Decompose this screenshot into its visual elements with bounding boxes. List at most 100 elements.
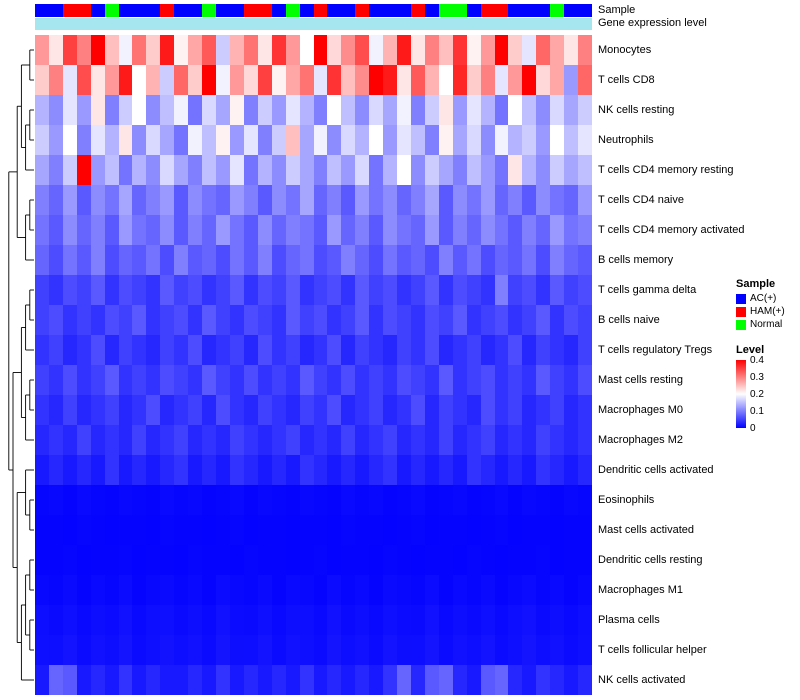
heatmap-cell (508, 455, 523, 485)
heatmap-cell (550, 245, 565, 275)
heatmap-cell (369, 305, 384, 335)
heatmap-cell (313, 245, 328, 275)
heatmap-cell (313, 665, 328, 695)
sample-annotation-cell (466, 4, 481, 17)
heatmap-cell (424, 485, 439, 515)
heatmap-cell (76, 575, 91, 605)
sample-annotation-cell (383, 4, 398, 17)
heatmap-cell (188, 125, 203, 155)
sample-legend-item: AC(+) (736, 293, 800, 304)
heatmap-cell (369, 395, 384, 425)
heatmap-cell (174, 185, 189, 215)
heatmap-cell (132, 485, 147, 515)
heatmap-cell (508, 35, 523, 65)
heatmap-cell (48, 335, 63, 365)
sample-annotation-cell (257, 4, 272, 17)
row-label: NK cells resting (598, 104, 675, 116)
heatmap-cell (188, 305, 203, 335)
heatmap-cell (285, 635, 300, 665)
heatmap-cell (90, 455, 105, 485)
heatmap-cell (118, 515, 133, 545)
heatmap-cell (285, 485, 300, 515)
heatmap-cell (494, 425, 509, 455)
heatmap-cell (466, 455, 481, 485)
heatmap-cell (452, 275, 467, 305)
heatmap-cell (104, 635, 119, 665)
heatmap-cell (132, 605, 147, 635)
row-label: Mast cells resting (598, 374, 683, 386)
heatmap-cell (369, 185, 384, 215)
heatmap-cell (522, 185, 537, 215)
heatmap-cell (578, 575, 592, 605)
heatmap-cell (104, 545, 119, 575)
heatmap-cell (90, 125, 105, 155)
heatmap-cell (76, 605, 91, 635)
heatmap-cell (522, 275, 537, 305)
heatmap-cell (202, 275, 217, 305)
heatmap-cell (243, 365, 258, 395)
heatmap-cell (160, 545, 175, 575)
heatmap-cell (424, 245, 439, 275)
heatmap-cell (410, 95, 425, 125)
sample-annotation-cell (397, 4, 411, 17)
heatmap-cell (397, 365, 411, 395)
heatmap-cell (313, 365, 328, 395)
heatmap-cell (132, 275, 147, 305)
heatmap-cell (494, 125, 509, 155)
sample-annotation-cell (327, 4, 342, 17)
heatmap-cell (564, 425, 579, 455)
heatmap-cell (327, 635, 342, 665)
heatmap-cell (383, 155, 398, 185)
sample-annotation-cell (243, 4, 258, 17)
heatmap-cell (174, 425, 189, 455)
heatmap-cell (132, 125, 147, 155)
heatmap-cell (550, 275, 565, 305)
heatmap-cell (76, 395, 91, 425)
heatmap-cell (229, 275, 244, 305)
heatmap-cell (257, 155, 272, 185)
heatmap-cell (466, 665, 481, 695)
sample-annotation-cell (341, 4, 356, 17)
sample-annotation-cell (508, 4, 523, 17)
heatmap-cell (410, 455, 425, 485)
heatmap-cell (578, 185, 592, 215)
heatmap-cell (257, 575, 272, 605)
heatmap-cell (438, 215, 453, 245)
heatmap-cell (146, 665, 161, 695)
heatmap-cell (48, 185, 63, 215)
heatmap-cell (550, 635, 565, 665)
heatmap-cell (90, 515, 105, 545)
heatmap-cell (397, 185, 411, 215)
heatmap-cell (90, 305, 105, 335)
heatmap-cell (118, 305, 133, 335)
heatmap-cell (480, 275, 495, 305)
heatmap-cell (285, 395, 300, 425)
heatmap-cell (313, 545, 328, 575)
sample-annotation-cell (285, 4, 300, 17)
heatmap-cell (508, 485, 523, 515)
heatmap-cell (146, 65, 161, 95)
heatmap-cell (508, 65, 523, 95)
sample-annotation-cell (410, 4, 425, 17)
heatmap-cell (327, 515, 342, 545)
heatmap-cell (202, 545, 217, 575)
heatmap-cell (257, 335, 272, 365)
heatmap-cell (508, 665, 523, 695)
heatmap-cell (410, 605, 425, 635)
heatmap-cell (410, 155, 425, 185)
heatmap-cell (494, 635, 509, 665)
heatmap-cell (202, 215, 217, 245)
heatmap-cell (494, 95, 509, 125)
heatmap-cell (271, 155, 286, 185)
heatmap-cell (369, 65, 384, 95)
heatmap-cell (35, 395, 49, 425)
heatmap-cell (341, 95, 356, 125)
heatmap-cell (257, 485, 272, 515)
heatmap-cell (550, 545, 565, 575)
heatmap-cell (216, 455, 230, 485)
heatmap-cell (327, 65, 342, 95)
heatmap-cell (216, 185, 230, 215)
sample-annotation-cell (480, 4, 495, 17)
sample-annotation-cell (578, 4, 592, 17)
heatmap-cell (410, 35, 425, 65)
